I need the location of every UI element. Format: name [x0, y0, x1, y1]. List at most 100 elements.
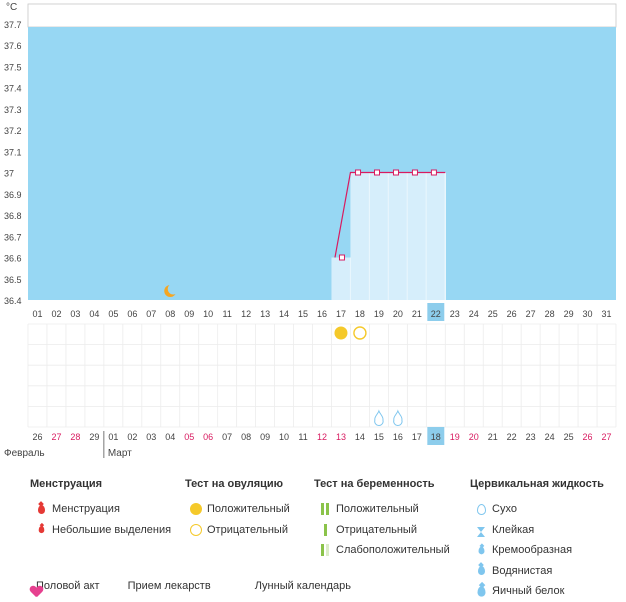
ovulation-positive-icon [334, 326, 348, 340]
plot-top-band [27, 3, 617, 28]
cycle-day-label: 20 [393, 309, 403, 319]
calendar-date-label: 04 [165, 432, 175, 442]
legend-item-ovulation-positive: Положительный [185, 499, 290, 520]
cycle-day-label: 19 [374, 309, 384, 319]
calendar-date-label: 02 [127, 432, 137, 442]
bbt-chart: 37.7 37.6 37.5 37.4 37.3 37.2 37.1 37 36.9 36.8 36… [4, 2, 617, 459]
cycle-day-label: 24 [469, 309, 479, 319]
calendar-date-label: 18 [431, 432, 441, 442]
y-tick-label: 36.6 [4, 254, 22, 264]
phase-column [426, 172, 446, 300]
temperature-point [392, 169, 399, 176]
calendar-date-label: 25 [564, 432, 574, 442]
calendar-date-label: 07 [222, 432, 232, 442]
cycle-day-label: 29 [564, 309, 574, 319]
calendar-date-label: 27 [51, 432, 61, 442]
temperature-point [338, 254, 345, 261]
calendar-date-label: 08 [241, 432, 251, 442]
cycle-day-label: 14 [279, 309, 289, 319]
calendar-date-label: 03 [146, 432, 156, 442]
calendar-date-label: 26 [32, 432, 42, 442]
cycle-day-label: 01 [32, 309, 42, 319]
legend-menstruation-title: Менструация [30, 478, 103, 490]
calendar-date-label: 22 [507, 432, 517, 442]
legend-cervical-fluid: Цервикальная жидкость Сухо Клейкая Кремо… [470, 478, 604, 602]
cream-drop-icon [478, 546, 484, 555]
calendar-date-label: 11 [298, 432, 307, 442]
calendar-date-label: 16 [393, 432, 403, 442]
calendar-date-label: 24 [545, 432, 555, 442]
cycle-day-label: 04 [89, 309, 99, 319]
outline-drop-icon [476, 503, 486, 515]
y-tick-label: 37.5 [4, 62, 22, 72]
cycle-day-label: 18 [355, 309, 365, 319]
cycle-day-label: 13 [260, 309, 270, 319]
month-label: Март [108, 448, 132, 459]
dry-drop-icon [393, 409, 403, 426]
y-tick-label: 37.6 [4, 41, 22, 51]
cycle-day-label: 17 [336, 309, 346, 319]
cycle-day-label: 12 [241, 309, 251, 319]
blood-drop-icon [37, 504, 45, 514]
legend-item-medication: Прием лекарств [127, 580, 211, 592]
current-day-highlight [427, 303, 445, 321]
calendar-date-label: 29 [89, 432, 99, 442]
moon-icon-mask [167, 283, 179, 295]
one-line-icon [314, 523, 336, 537]
cycle-day-label: 22 [431, 309, 441, 319]
temperature-line [334, 171, 446, 258]
legend-item-lunar: Лунный календарь [254, 580, 351, 592]
egg-white-drop-icon [476, 586, 486, 597]
cycle-day-label: 03 [70, 309, 80, 319]
y-axis-unit: °C [6, 2, 17, 13]
calendar-date-label: 12 [317, 432, 327, 442]
current-date-highlight [427, 427, 445, 445]
calendar-date-label: 27 [602, 432, 612, 442]
cycle-day-label: 10 [203, 309, 213, 319]
legend-item-pregnancy-negative: Отрицательный [314, 520, 450, 541]
cycle-day-label: 02 [51, 309, 61, 319]
calendar-date-label: 15 [374, 432, 384, 442]
cycle-day-label: 28 [545, 309, 555, 319]
plot-area [28, 27, 616, 300]
legend-item-dry: Сухо [470, 499, 604, 520]
month-label: Февраль [4, 448, 45, 459]
calendar-date-label: 23 [526, 432, 536, 442]
legend-cervical-title: Цервикальная жидкость [470, 478, 604, 490]
cycle-day-label: 26 [507, 309, 517, 319]
phase-column [331, 257, 351, 300]
cycle-day-label: 15 [298, 309, 308, 319]
calendar-date-label: 21 [488, 432, 498, 442]
cycle-day-label: 08 [165, 309, 175, 319]
cycle-day-label: 07 [146, 309, 156, 319]
footer-legend: Половой акт Прием лекарств Лунный календ… [30, 580, 373, 592]
cycle-day-label: 06 [127, 309, 137, 319]
temperature-point [374, 169, 381, 176]
cycle-day-label: 21 [412, 309, 422, 319]
calendar-date-label: 01 [108, 432, 118, 442]
y-tick-label: 36.4 [4, 296, 22, 306]
legend-item-sticky: Клейкая [470, 520, 604, 541]
legend-item-intercourse: Половой акт [36, 580, 100, 592]
small-blood-drop-icon [38, 526, 44, 534]
calendar-date-label: 10 [279, 432, 289, 442]
y-tick-label: 37.7 [4, 20, 22, 30]
calendar-date-label: 26 [583, 432, 593, 442]
temperature-point [355, 169, 362, 176]
filled-circle-icon [190, 503, 202, 516]
y-tick-label: 36.7 [4, 232, 22, 242]
legend-item-pregnancy-positive: Положительный [314, 499, 450, 520]
dry-drop-icon [374, 409, 384, 426]
legend-item-watery: Водянистая [470, 561, 604, 582]
y-tick-label: 37.2 [4, 126, 22, 136]
legend-item-menstruation: Менструация [30, 499, 171, 520]
phase-column [407, 172, 427, 300]
y-tick-label: 36.9 [4, 190, 22, 200]
calendar-date-label: 17 [412, 432, 422, 442]
calendar-date-label: 20 [469, 432, 479, 442]
cycle-day-label: 09 [184, 309, 194, 319]
phase-column [350, 172, 370, 300]
calendar-date-label: 06 [203, 432, 213, 442]
phase-column [388, 172, 408, 300]
calendar-date-label: 19 [450, 432, 460, 442]
